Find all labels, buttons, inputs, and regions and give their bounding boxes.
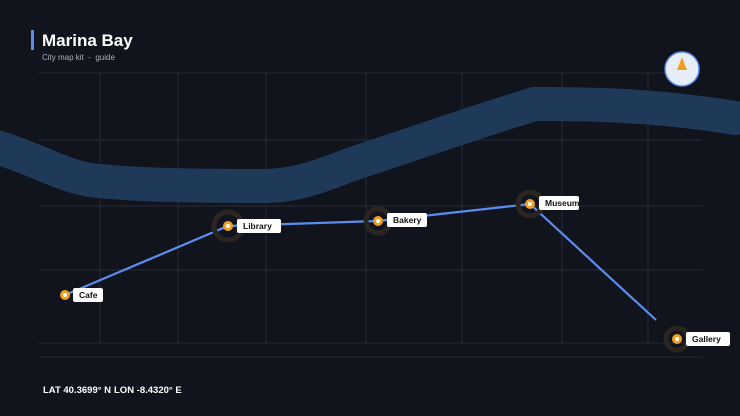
marker[interactable]: Library — [211, 209, 281, 243]
longitude: LON -8.4320° E — [114, 385, 182, 396]
latitude: LAT 40.3699° N — [43, 385, 111, 396]
marker[interactable]: Bakery — [363, 206, 427, 236]
subtitle: City map kit - guide — [42, 53, 115, 62]
river — [0, 86, 740, 204]
marker[interactable]: Museum — [515, 189, 580, 219]
place-label: Bakery — [393, 215, 422, 225]
place-label: Cafe — [79, 290, 98, 300]
title-accent — [31, 30, 34, 50]
place-label: Library — [243, 221, 272, 231]
compass[interactable] — [664, 51, 700, 87]
marker[interactable]: Cafe — [60, 288, 103, 302]
title: Marina Bay — [42, 31, 133, 50]
marker[interactable]: Gallery — [663, 325, 730, 353]
place-label: Gallery — [692, 334, 721, 344]
place-label: Museum — [545, 198, 580, 208]
